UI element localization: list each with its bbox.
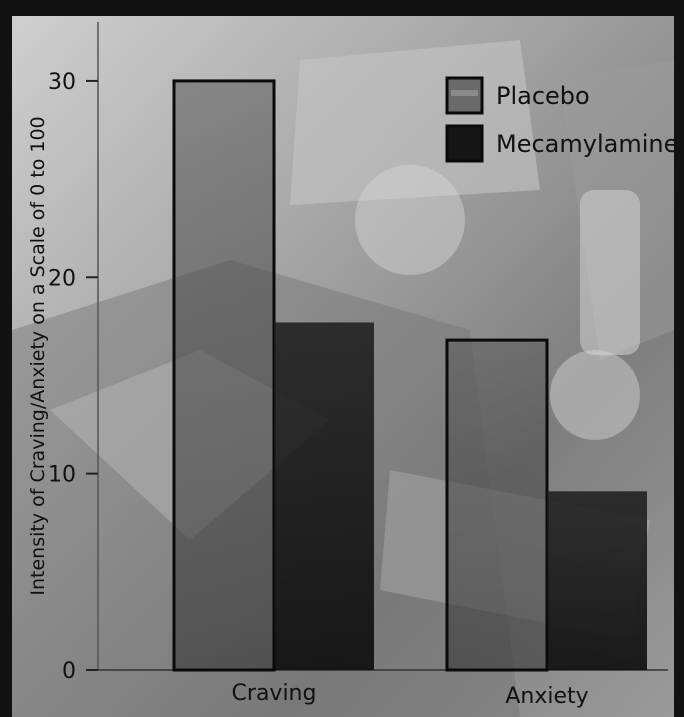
legend-swatch-mecamylamine — [445, 124, 484, 163]
legend: Placebo Mecamylamine — [445, 76, 678, 163]
y-tick-label: 0 — [62, 659, 76, 684]
bars — [172, 79, 647, 672]
legend-label-placebo: Placebo — [496, 82, 590, 110]
y-tick-label: 30 — [48, 70, 76, 95]
y-axis-title: Intensity of Craving/Anxiety on a Scale … — [27, 116, 49, 595]
bar-mecamylamine-craving — [274, 322, 374, 670]
y-tick-label: 20 — [48, 266, 76, 291]
bar-placebo-anxiety — [445, 338, 549, 672]
bar-mecamylamine-anxiety — [547, 491, 647, 670]
y-ticks: 0 10 20 30 — [48, 70, 98, 684]
category-label-craving: Craving — [232, 681, 317, 706]
bar-placebo-craving — [172, 79, 276, 672]
category-label-anxiety: Anxiety — [505, 684, 588, 709]
category-labels: Craving Anxiety — [232, 681, 589, 709]
legend-label-mecamylamine: Mecamylamine — [496, 130, 678, 158]
y-tick-label: 10 — [48, 463, 76, 488]
